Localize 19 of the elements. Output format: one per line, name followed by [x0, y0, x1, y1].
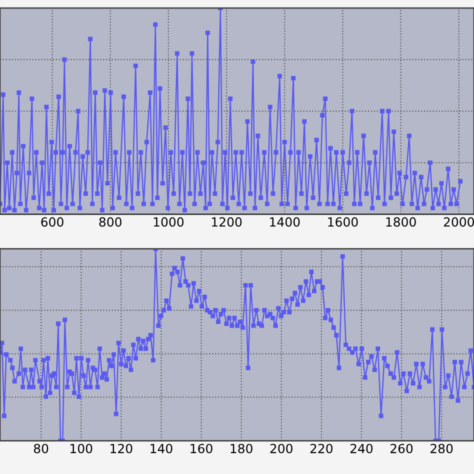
x-tick-label: 80: [34, 444, 48, 454]
x-tick-label: 200: [270, 444, 292, 454]
x-tick-label: 1800: [386, 217, 416, 227]
x-tick-label: 1600: [328, 217, 358, 227]
x-tick-label: 100: [70, 444, 92, 454]
x-tick-label: 1000: [154, 217, 184, 227]
x-tick-label: 120: [110, 444, 132, 454]
x-tick-label: 240: [350, 444, 373, 454]
x-tick-label: 800: [99, 217, 122, 227]
x-tick-label: 600: [41, 217, 64, 227]
x-tick-label: 2000: [444, 217, 474, 227]
x-tick-label: 1400: [270, 217, 300, 227]
x-tick-label: 280: [430, 444, 453, 454]
x-tick-label: 160: [190, 444, 212, 454]
x-tick-label: 1200: [212, 217, 242, 227]
x-tick-label: 260: [390, 444, 413, 454]
x-tick-label: 140: [150, 444, 172, 454]
x-tick-label: 180: [230, 444, 252, 454]
x-tick-label: 220: [310, 444, 333, 454]
